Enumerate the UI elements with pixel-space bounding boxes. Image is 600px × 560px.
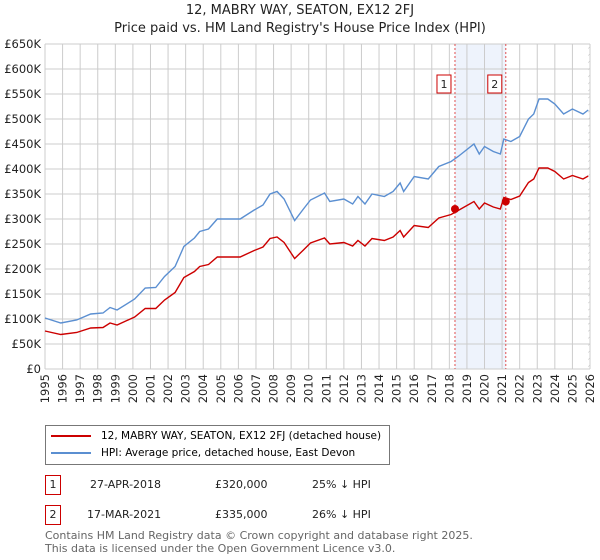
x-tick-label: 2024 — [548, 374, 562, 403]
sale-point — [501, 197, 510, 206]
sale-price: £335,000 — [215, 508, 268, 521]
sale-label-box — [436, 74, 452, 94]
legend-label: HPI: Average price, detached house, East… — [101, 447, 356, 459]
sale-label: 2 — [491, 78, 498, 91]
legend-label: 12, MABRY WAY, SEATON, EX12 2FJ (detache… — [101, 430, 382, 442]
legend-swatch — [51, 435, 91, 437]
sale-point — [450, 205, 459, 213]
legend-item-hpi: HPI: Average price, detached house, East… — [51, 447, 355, 459]
y-tick-label: £250K — [4, 237, 41, 251]
x-tick-label: 2010 — [302, 374, 316, 403]
x-tick-label: 2022 — [513, 374, 527, 403]
y-tick-label: £50K — [12, 337, 42, 351]
x-tick-label: 2004 — [196, 374, 210, 403]
sale-hpi-diff: 25% ↓ HPI — [312, 478, 371, 491]
x-tick-label: 2025 — [565, 374, 579, 403]
x-tick-label: 2005 — [214, 374, 228, 403]
y-tick-label: £650K — [4, 37, 41, 51]
series-line — [44, 167, 589, 336]
x-tick-label: 2023 — [530, 374, 544, 403]
sale-date: 27-APR-2018 — [90, 478, 162, 491]
sale-hpi-diff: 26% ↓ HPI — [312, 508, 371, 521]
y-tick-label: £200K — [4, 262, 41, 276]
plot-area: £0 £50K £100K £150K £200K £250K £300K £350K £400… — [4, 37, 597, 403]
x-tick-label: 1998 — [91, 374, 105, 403]
x-tick-label: 2006 — [231, 374, 245, 403]
x-tick-label: 2000 — [126, 374, 140, 403]
y-tick-label: £500K — [4, 112, 41, 126]
sale-price: £320,000 — [215, 478, 268, 491]
sale-label-box — [487, 74, 503, 94]
y-tick-label: £350K — [4, 187, 41, 201]
x-tick-label: 2026 — [583, 374, 597, 403]
x-tick-label: 1997 — [73, 374, 87, 403]
x-tick-label: 2018 — [442, 374, 456, 403]
x-tick-label: 2016 — [407, 374, 421, 403]
x-tick-label: 2011 — [319, 374, 333, 403]
x-tick-label: 2020 — [478, 374, 492, 403]
x-tick-label: 2003 — [179, 374, 193, 403]
x-tick-label: 2007 — [249, 374, 263, 403]
sale-badge: 2 — [45, 505, 61, 525]
forecast-hatch — [588, 44, 590, 369]
sale-period-shading — [454, 44, 506, 369]
legend: 12, MABRY WAY, SEATON, EX12 2FJ (detache… — [45, 425, 390, 465]
chart-subtitle: Price paid vs. HM Land Registry's House … — [114, 21, 486, 36]
sale-row-1: 1 27-APR-2018 £320,000 25% ↓ HPI — [45, 475, 445, 495]
x-tick-label: 2002 — [161, 374, 175, 403]
footer: Contains HM Land Registry data © Crown c… — [45, 529, 473, 555]
x-tick-label: 2012 — [337, 374, 351, 403]
series-line — [44, 98, 589, 324]
x-tick-label: 1999 — [108, 374, 122, 403]
y-tick-label: £450K — [4, 137, 41, 151]
sale-date: 17-MAR-2021 — [87, 508, 162, 521]
sale-row-2: 2 17-MAR-2021 £335,000 26% ↓ HPI — [45, 505, 445, 525]
chart-title: 12, MABRY WAY, SEATON, EX12 2FJ — [185, 3, 415, 18]
x-tick-label: 1995 — [38, 374, 52, 403]
y-tick-label: £600K — [4, 62, 41, 76]
x-tick-label: 2009 — [284, 374, 298, 403]
x-tick-label: 2008 — [267, 374, 281, 403]
footer-copyright: Contains HM Land Registry data © Crown c… — [45, 529, 473, 542]
legend-swatch — [51, 452, 91, 454]
sale-badge: 1 — [45, 475, 61, 495]
y-tick-label: £100K — [4, 312, 41, 326]
footer-licence: This data is licensed under the Open Gov… — [45, 542, 396, 555]
y-tick-label: £300K — [4, 212, 41, 226]
x-tick-label: 2013 — [354, 374, 368, 403]
x-tick-label: 2001 — [143, 374, 157, 403]
x-tick-label: 2019 — [460, 374, 474, 403]
x-tick-label: 1996 — [56, 374, 70, 403]
x-tick-label: 2014 — [372, 374, 386, 403]
y-tick-label: £150K — [4, 287, 41, 301]
legend-item-property: 12, MABRY WAY, SEATON, EX12 2FJ (detache… — [51, 430, 381, 442]
y-tick-label: £550K — [4, 87, 41, 101]
y-tick-label: £400K — [4, 162, 41, 176]
x-tick-label: 2015 — [390, 374, 404, 403]
x-tick-label: 2021 — [495, 374, 509, 403]
x-tick-label: 2017 — [425, 374, 439, 403]
sale-label: 1 — [440, 78, 447, 91]
y-tick-label: £0 — [26, 362, 41, 376]
